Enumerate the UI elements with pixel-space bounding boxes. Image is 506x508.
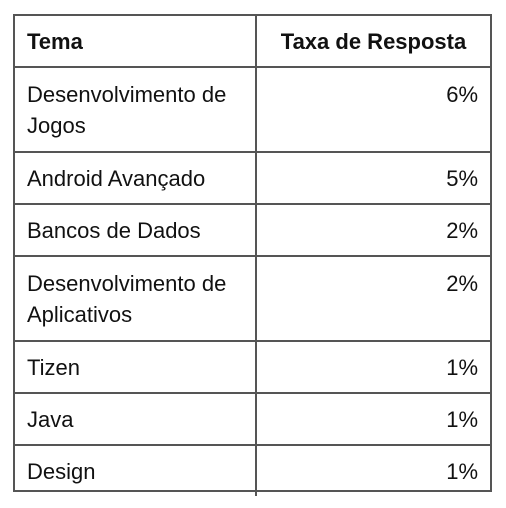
topic-cell: Android Avançado: [15, 151, 257, 205]
topic-cell: Desenvolvimento de Jogos: [15, 66, 257, 153]
topic-cell: Tizen: [15, 340, 257, 394]
table-row: Tizen 1%: [15, 340, 490, 394]
rate-cell: 1%: [255, 444, 490, 496]
table-row: Bancos de Dados 2%: [15, 203, 490, 257]
response-rate-table: Tema Taxa de Resposta Desenvolvimento de…: [15, 16, 490, 496]
rate-cell: 1%: [255, 392, 490, 446]
table-row: Java 1%: [15, 392, 490, 446]
column-header-topic: Tema: [15, 16, 257, 68]
topic-cell: Design: [15, 444, 257, 496]
response-rate-table-container: Tema Taxa de Resposta Desenvolvimento de…: [13, 14, 492, 496]
rate-cell: 6%: [255, 66, 490, 153]
topic-cell: Desenvolvimento de Aplicativos: [15, 255, 257, 342]
table-row: Design 1%: [15, 444, 490, 496]
table-row: Desenvolvimento de Jogos 6%: [15, 66, 490, 153]
rate-cell: 1%: [255, 340, 490, 394]
rate-cell: 2%: [255, 203, 490, 257]
column-header-response-rate: Taxa de Resposta: [255, 16, 490, 68]
rate-cell: 5%: [255, 151, 490, 205]
rate-cell: 2%: [255, 255, 490, 342]
topic-cell: Bancos de Dados: [15, 203, 257, 257]
table-row: Desenvolvimento de Aplicativos 2%: [15, 255, 490, 342]
table-row: Android Avançado 5%: [15, 151, 490, 205]
topic-cell: Java: [15, 392, 257, 446]
table-header-row: Tema Taxa de Resposta: [15, 16, 490, 68]
